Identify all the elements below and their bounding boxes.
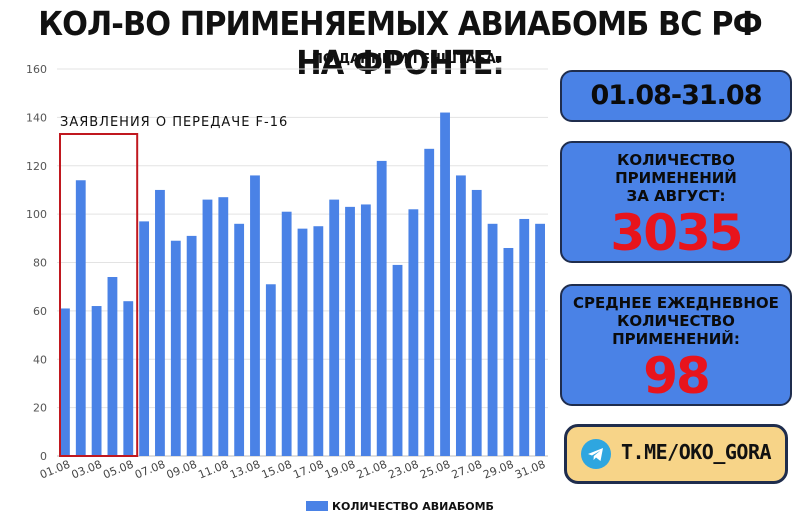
legend-label: КОЛИЧЕСТВО АВИАБОМБ bbox=[332, 500, 494, 513]
bar-06.08 bbox=[139, 221, 150, 456]
y-tick-label: 0 bbox=[40, 450, 47, 463]
bar-15.08 bbox=[281, 211, 292, 456]
x-tick-label: 07.08 bbox=[133, 458, 167, 482]
bar-02.08 bbox=[75, 180, 86, 456]
total-value: 3035 bbox=[610, 204, 743, 262]
bar-27.08 bbox=[471, 189, 482, 456]
x-tick-label: 23.08 bbox=[386, 458, 420, 482]
bar-18.08 bbox=[329, 199, 340, 457]
bar-26.08 bbox=[455, 175, 466, 456]
x-tick-label: 27.08 bbox=[450, 458, 484, 482]
bar-31.08 bbox=[535, 223, 545, 456]
bar-24.08 bbox=[424, 148, 435, 456]
bar-28.08 bbox=[487, 223, 498, 456]
x-tick-label: 21.08 bbox=[355, 458, 389, 482]
bar-01.08 bbox=[60, 308, 70, 456]
bar-25.08 bbox=[440, 112, 450, 456]
x-tick-label: 13.08 bbox=[228, 458, 262, 482]
bar-16.08 bbox=[297, 228, 308, 456]
highlight-annotation: ЗАЯВЛЕНИЯ О ПЕРЕДАЧЕ F-16 bbox=[60, 115, 288, 130]
bar-08.08 bbox=[170, 240, 181, 456]
bar-21.08 bbox=[376, 160, 387, 456]
bar-chart: 0 20 40 60 80 100 120 140 160 01.0803.0805.0807.… bbox=[26, 63, 548, 513]
x-tick-label: 25.08 bbox=[418, 458, 452, 482]
y-tick-label: 120 bbox=[26, 160, 47, 173]
average-panel: СРЕДНЕЕ ЕЖЕДНЕВНОЕ КОЛИЧЕСТВО ПРИМЕНЕНИЙ… bbox=[560, 284, 792, 406]
total-label-line1: КОЛИЧЕСТВО ПРИМЕНЕНИЙ bbox=[615, 151, 737, 187]
date-range-panel: 01.08-31.08 bbox=[560, 70, 792, 122]
x-tick-label: 11.08 bbox=[196, 458, 230, 482]
x-axis-ticks: 01.0803.0805.0807.0809.0811.0813.0815.08… bbox=[38, 458, 547, 482]
y-tick-label: 160 bbox=[26, 63, 47, 76]
bar-07.08 bbox=[155, 189, 165, 456]
bar-22.08 bbox=[392, 264, 403, 456]
bar-23.08 bbox=[408, 209, 419, 456]
total-label: КОЛИЧЕСТВО ПРИМЕНЕНИЙ ЗА АВГУСТ: bbox=[562, 143, 790, 205]
x-tick-label: 19.08 bbox=[323, 458, 357, 482]
bar-12.08 bbox=[234, 223, 245, 456]
bar-17.08 bbox=[313, 226, 324, 456]
x-tick-label: 17.08 bbox=[291, 458, 325, 482]
average-label-line2: КОЛИЧЕСТВО ПРИМЕНЕНИЙ: bbox=[612, 312, 740, 348]
chart-bars bbox=[60, 112, 545, 457]
page-title: КОЛ-ВО ПРИМЕНЯЕМЫХ АВИАБОМБ ВС РФ НА ФРО… bbox=[38, 4, 762, 82]
x-tick-label: 31.08 bbox=[513, 458, 547, 482]
total-label-line2: ЗА АВГУСТ: bbox=[626, 187, 726, 205]
bar-10.08 bbox=[202, 199, 213, 457]
x-tick-label: 05.08 bbox=[101, 458, 135, 482]
bar-14.08 bbox=[265, 284, 276, 456]
y-tick-label: 80 bbox=[33, 257, 47, 270]
bar-13.08 bbox=[250, 175, 260, 456]
channel-name: T.ME/OKO_GORA bbox=[621, 440, 772, 464]
bar-11.08 bbox=[218, 197, 229, 456]
bar-20.08 bbox=[360, 204, 371, 456]
bar-04.08 bbox=[107, 277, 118, 456]
bar-05.08 bbox=[123, 301, 134, 456]
x-tick-label: 29.08 bbox=[481, 458, 515, 482]
page-subtitle: ПО ДАННЫМ ГЕНШТАБА. bbox=[312, 52, 501, 67]
total-panel: КОЛИЧЕСТВО ПРИМЕНЕНИЙ ЗА АВГУСТ: 3035 bbox=[560, 141, 792, 263]
y-tick-label: 40 bbox=[33, 353, 47, 366]
y-axis-ticks: 0 20 40 60 80 100 120 140 160 bbox=[26, 63, 47, 463]
telegram-icon bbox=[581, 439, 611, 469]
legend-swatch bbox=[306, 501, 328, 511]
bar-30.08 bbox=[519, 218, 530, 456]
x-tick-label: 09.08 bbox=[165, 458, 199, 482]
x-tick-label: 15.08 bbox=[260, 458, 294, 482]
y-tick-label: 140 bbox=[26, 111, 47, 124]
highlight-box bbox=[59, 133, 139, 457]
average-value: 98 bbox=[643, 347, 711, 405]
bar-19.08 bbox=[345, 206, 355, 456]
y-tick-label: 20 bbox=[33, 402, 47, 415]
bar-29.08 bbox=[503, 247, 514, 456]
channel-link[interactable]: T.ME/OKO_GORA bbox=[564, 424, 788, 484]
y-tick-label: 60 bbox=[33, 305, 47, 318]
bar-03.08 bbox=[91, 306, 102, 456]
average-label: СРЕДНЕЕ ЕЖЕДНЕВНОЕ КОЛИЧЕСТВО ПРИМЕНЕНИЙ… bbox=[562, 286, 790, 348]
x-tick-label: 03.08 bbox=[70, 458, 104, 482]
bar-09.08 bbox=[186, 235, 197, 456]
y-tick-label: 100 bbox=[26, 208, 47, 221]
average-label-line1: СРЕДНЕЕ ЕЖЕДНЕВНОЕ bbox=[573, 294, 779, 312]
date-range: 01.08-31.08 bbox=[590, 80, 762, 111]
